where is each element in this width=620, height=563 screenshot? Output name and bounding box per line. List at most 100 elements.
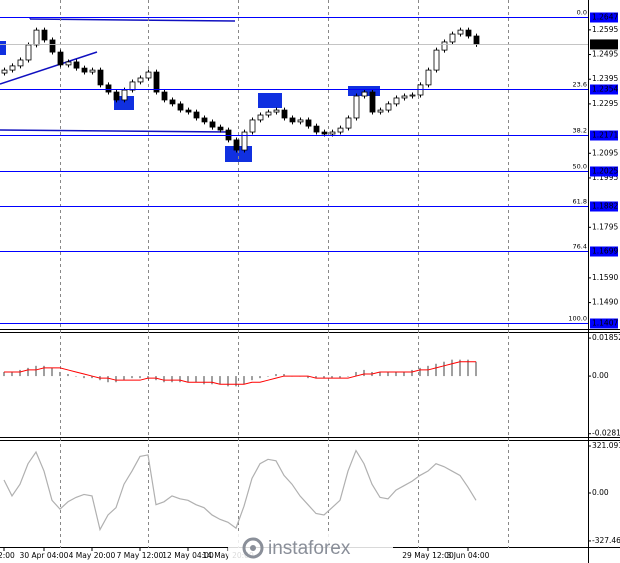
histogram-bar xyxy=(339,376,341,379)
x-tick-label: 3 Jun 04:00 xyxy=(447,551,490,560)
histogram-bar xyxy=(107,376,109,383)
candle-body xyxy=(361,91,368,97)
histogram-bar xyxy=(75,376,77,377)
fib-price-label: 1.1699 xyxy=(592,247,618,256)
histogram-bar xyxy=(451,359,453,377)
candle-body xyxy=(369,91,376,113)
signal-line xyxy=(4,361,476,385)
candle-body xyxy=(129,81,136,91)
fib-price-box xyxy=(590,201,618,212)
candle-body xyxy=(9,65,16,71)
fib-level-label: 61.8 xyxy=(573,198,587,206)
histogram-bar xyxy=(347,376,349,377)
candle-body xyxy=(449,33,456,43)
histogram-bar xyxy=(251,376,253,381)
fib-price-label: 1.2171 xyxy=(592,131,618,140)
candle-body xyxy=(41,29,48,41)
candle-body xyxy=(161,91,168,101)
fib-price-label: 1.1882 xyxy=(592,202,618,211)
y-tick-label: 1.1590 xyxy=(592,273,618,282)
candle-body xyxy=(33,29,40,46)
histogram-bar xyxy=(235,376,237,387)
candle-body xyxy=(145,71,152,79)
histogram-bar xyxy=(395,371,397,377)
watermark: instaforex xyxy=(228,532,393,563)
histogram-bar xyxy=(427,365,429,377)
fib-level-label: 38.2 xyxy=(573,127,587,135)
candle-body xyxy=(441,41,448,51)
histogram-bar xyxy=(435,363,437,377)
candle-body xyxy=(49,39,56,53)
watermark-logo xyxy=(250,545,256,551)
histogram-bar xyxy=(475,361,477,377)
candle-body xyxy=(385,103,392,111)
y-tick-label: 1.2395 xyxy=(592,74,618,83)
candle-body xyxy=(409,94,416,97)
candle-body xyxy=(433,49,440,71)
marker-box xyxy=(258,93,282,108)
candle-body xyxy=(73,61,80,69)
histogram-bar xyxy=(59,371,61,377)
histogram-bar xyxy=(243,376,245,385)
histogram-bar xyxy=(387,371,389,377)
candle-body xyxy=(193,111,200,119)
candle-body xyxy=(209,121,216,128)
fib-price-label: 1.2354 xyxy=(592,85,618,94)
candle-body xyxy=(289,117,296,123)
fib-level-label: 0.0 xyxy=(577,9,587,17)
watermark-logo xyxy=(242,537,264,559)
fib-price-box xyxy=(590,166,618,177)
candle-body xyxy=(113,91,120,101)
candle-body xyxy=(249,119,256,133)
histogram-bar xyxy=(131,376,133,379)
histogram-bar xyxy=(443,361,445,377)
histogram-bar xyxy=(67,374,69,377)
y-tick-label: 1.2295 xyxy=(592,99,618,108)
last-price-box xyxy=(590,39,618,50)
y-tick-label: 1.2095 xyxy=(592,148,618,157)
y-tick-label: 1.1795 xyxy=(592,222,618,231)
candle-body xyxy=(337,127,344,133)
histogram-bar xyxy=(331,376,333,379)
candle-body xyxy=(265,111,272,116)
y-tick-label: 0.00 xyxy=(592,371,609,380)
candle-body xyxy=(1,69,8,74)
indicator-line xyxy=(3,449,477,532)
histogram-bar xyxy=(195,376,197,383)
candle-body xyxy=(25,44,32,61)
y-tick-label: -327.463 xyxy=(592,536,620,545)
histogram-bar xyxy=(283,374,285,377)
y-tick-label: 321.0916 xyxy=(592,441,620,450)
x-tick-label: 12:00 xyxy=(0,551,15,560)
y-tick-label: 0.01852 xyxy=(592,333,620,342)
y-tick-label: 0.00 xyxy=(592,488,609,497)
histogram-bar xyxy=(27,367,29,377)
fib-price-label: 1.2025 xyxy=(592,167,618,176)
histogram-bar xyxy=(227,376,229,387)
histogram-bar xyxy=(11,371,13,377)
histogram-bar xyxy=(139,376,141,379)
x-tick-label: 7 May 12:00 xyxy=(117,551,164,560)
fib-price-box xyxy=(590,12,618,23)
last-price-label: 1.2536 xyxy=(592,39,618,48)
candle-body xyxy=(169,99,176,105)
fib-price-box xyxy=(590,318,618,329)
y-tick-label: 1.2595 xyxy=(592,25,618,34)
histogram-bar xyxy=(419,367,421,377)
fib-level-label: 76.4 xyxy=(573,243,587,251)
fib-price-label: 1.2647 xyxy=(592,13,618,22)
candle-body xyxy=(121,89,128,101)
y-tick-label: 1.2495 xyxy=(592,50,618,59)
histogram-bar xyxy=(315,376,317,379)
candle-body xyxy=(401,95,408,99)
candle-body xyxy=(89,69,96,73)
x-tick-label: 30 Apr 04:00 xyxy=(20,551,69,560)
candle-body xyxy=(105,84,112,93)
candle-body xyxy=(137,77,144,83)
candle-body xyxy=(377,109,384,113)
watermark-text: instaforex xyxy=(268,538,351,559)
histogram-bar xyxy=(171,376,173,383)
candle-body xyxy=(217,126,224,131)
